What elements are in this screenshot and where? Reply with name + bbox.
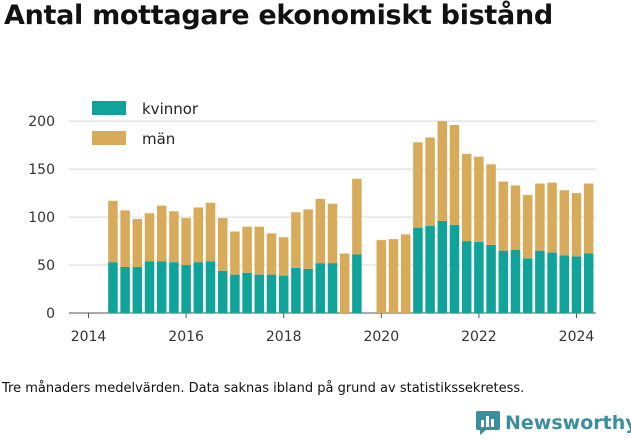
y-tick-label: 50: [37, 258, 55, 274]
bar-man: [169, 211, 179, 263]
bar-kvinnor: [303, 268, 313, 313]
bar-man: [571, 193, 582, 257]
legend-swatch-man: [92, 131, 126, 145]
legend: kvinnor män: [92, 100, 199, 148]
bar-man: [156, 205, 167, 262]
x-tick-label: 2020: [363, 329, 399, 345]
y-tick-label: 200: [28, 114, 55, 130]
bar-kvinnor: [547, 252, 557, 313]
bar-kvinnor: [242, 272, 252, 313]
bar-kvinnor: [205, 261, 216, 313]
bar-man: [181, 218, 191, 266]
bar-kvinnor: [327, 263, 338, 313]
bar-man: [144, 213, 155, 262]
bar-man: [559, 190, 570, 256]
bar-man: [217, 218, 228, 271]
bar-kvinnor: [315, 263, 326, 313]
bar-man: [291, 212, 301, 268]
bar-kvinnor: [278, 275, 289, 313]
chart-caption: Tre månaders medelvärden. Data saknas ib…: [2, 381, 525, 396]
bar-man: [193, 207, 204, 263]
bar-man: [108, 200, 118, 263]
axes: 0 50 100 150 200 2014 2016 2018 2020 2022 2024: [28, 114, 594, 345]
bar-man: [510, 185, 521, 250]
x-tick-label: 2022: [461, 329, 497, 345]
bar-kvinnor: [254, 274, 265, 313]
bar-kvinnor: [108, 262, 118, 313]
bar-kvinnor: [559, 255, 570, 313]
x-tick-label: 2018: [266, 329, 302, 345]
bar-man: [120, 210, 130, 267]
bar-man: [474, 156, 484, 243]
bar-kvinnor: [132, 266, 143, 313]
y-tick-label: 150: [28, 162, 55, 178]
bar-kvinnor: [169, 262, 179, 313]
x-tick-label: 2014: [71, 329, 107, 345]
bar-kvinnor: [522, 258, 533, 313]
bar-kvinnor: [181, 265, 191, 313]
bar-kvinnor: [413, 227, 423, 313]
bar-man: [461, 153, 472, 242]
bars: [108, 121, 594, 313]
bar-kvinnor: [156, 261, 167, 313]
bar-kvinnor: [352, 254, 362, 313]
stacked-bar-chart: 0 50 100 150 200 2014 2016 2018 2020 2022 2024 kvi…: [28, 100, 596, 345]
bar-man: [242, 226, 252, 273]
bar-kvinnor: [474, 242, 484, 313]
bar-kvinnor: [230, 274, 240, 313]
x-tick-label: 2024: [559, 329, 595, 345]
legend-swatch-kvinnor: [92, 101, 126, 115]
bar-man: [583, 183, 594, 254]
x-tick-label: 2016: [168, 329, 204, 345]
bar-kvinnor: [449, 224, 460, 313]
bar-kvinnor: [461, 241, 472, 313]
bar-man: [449, 125, 460, 225]
chart-title: Antal mottagare ekonomiskt bistånd: [4, 0, 553, 31]
bar-man: [376, 240, 387, 313]
bar-kvinnor: [291, 267, 301, 313]
bar-kvinnor: [425, 225, 435, 313]
bar-man: [132, 219, 143, 267]
bar-man: [425, 137, 435, 226]
bar-kvinnor: [571, 256, 582, 313]
bar-man: [254, 226, 265, 275]
bar-man: [205, 202, 216, 262]
bar-man: [278, 237, 289, 276]
bar-man: [400, 234, 411, 313]
bar-man: [339, 253, 350, 313]
bar-kvinnor: [120, 266, 130, 313]
bar-kvinnor: [266, 274, 277, 313]
legend-label-man: män: [142, 130, 175, 148]
bar-man: [352, 178, 362, 255]
bar-man: [230, 231, 240, 275]
bar-man: [437, 121, 448, 221]
bar-man: [535, 183, 545, 251]
bar-kvinnor: [437, 220, 448, 313]
bar-man: [327, 203, 338, 264]
bar-kvinnor: [510, 249, 521, 313]
bar-man: [388, 239, 399, 313]
brand-name: Newsworthy: [505, 412, 631, 434]
bar-man: [413, 142, 423, 228]
bar-kvinnor: [193, 262, 204, 313]
bar-kvinnor: [535, 250, 545, 313]
newsworthy-logo-icon: [476, 411, 500, 435]
bar-man: [522, 195, 533, 259]
legend-label-kvinnor: kvinnor: [142, 100, 199, 118]
bar-man: [547, 182, 557, 253]
bar-man: [266, 233, 277, 275]
bar-man: [303, 209, 313, 269]
bar-kvinnor: [583, 253, 594, 313]
bar-man: [498, 181, 509, 251]
bar-man: [486, 164, 496, 245]
bar-kvinnor: [144, 261, 155, 313]
y-tick-label: 0: [46, 306, 55, 322]
y-tick-label: 100: [28, 210, 55, 226]
newsworthy-brand: Newsworthy: [476, 408, 631, 438]
bar-kvinnor: [486, 244, 496, 313]
bar-kvinnor: [498, 250, 509, 313]
bar-kvinnor: [217, 270, 228, 313]
bar-man: [315, 198, 326, 264]
